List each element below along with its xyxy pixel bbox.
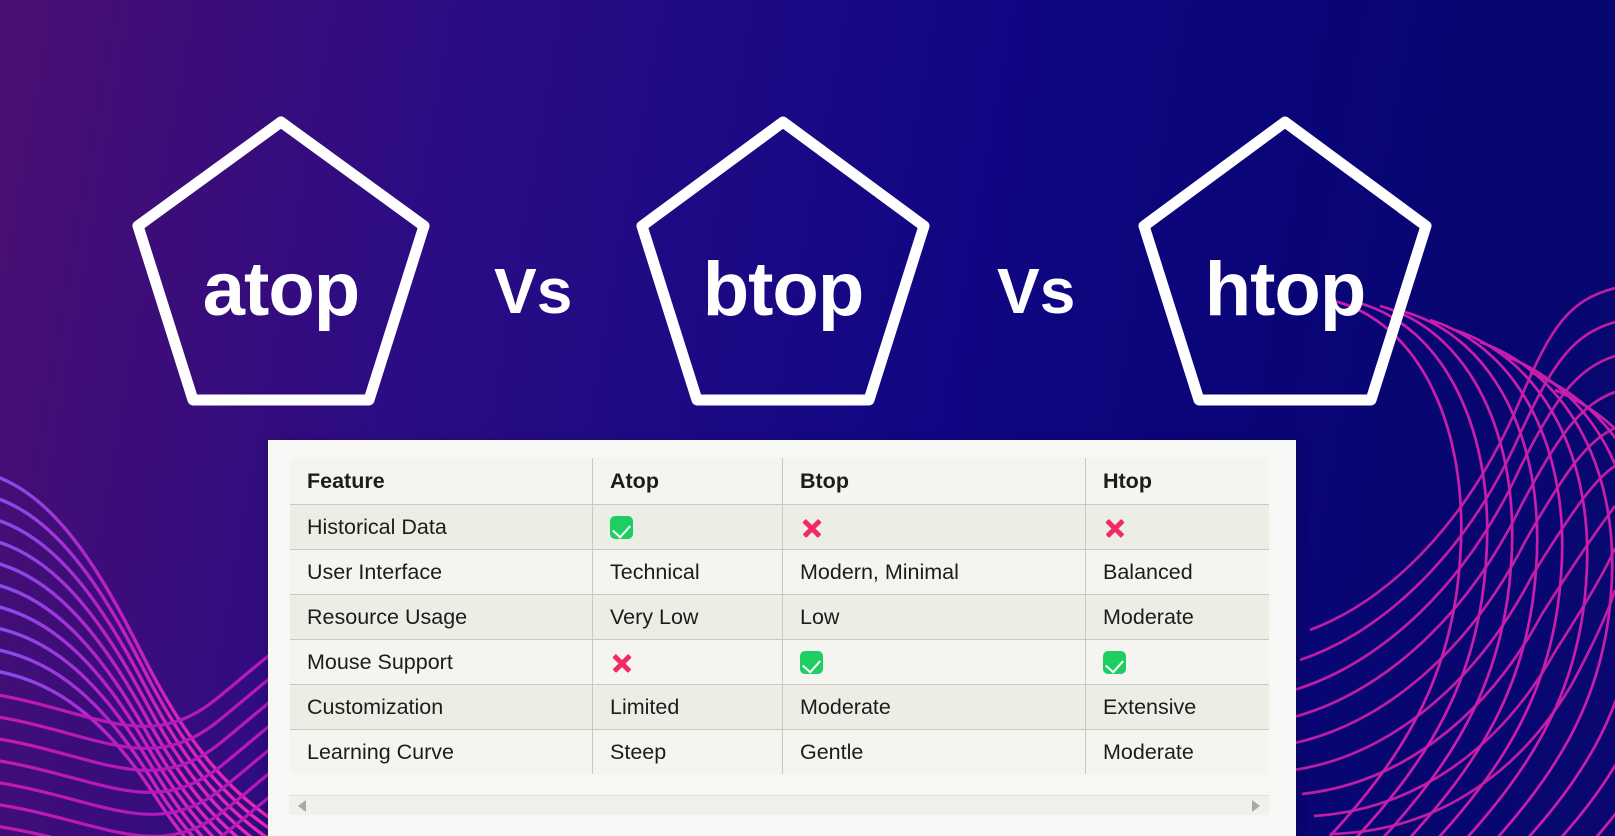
- cell-feature-name: Resource Usage: [290, 594, 593, 640]
- cell-btop: [782, 504, 1086, 550]
- pentagon-card-atop: atop: [128, 112, 434, 410]
- cell-atop: Technical: [592, 549, 783, 595]
- cell-atop: [592, 504, 783, 550]
- table-row: User Interface Technical Modern, Minimal Ba…: [290, 549, 1269, 595]
- cell-btop: Gentle: [782, 729, 1086, 774]
- cross-no-icon: [610, 651, 634, 675]
- cell-atop: Steep: [592, 729, 783, 774]
- check-yes-icon: [1103, 651, 1126, 675]
- cell-atop: Limited: [592, 684, 783, 730]
- check-yes-icon: [610, 516, 633, 540]
- cell-feature-name: Historical Data: [290, 504, 593, 550]
- horizontal-scrollbar[interactable]: [289, 795, 1269, 815]
- cell-btop: Modern, Minimal: [782, 549, 1086, 595]
- col-header-atop[interactable]: Atop: [592, 458, 783, 505]
- scroll-left-arrow-icon[interactable]: [298, 799, 306, 812]
- table-header-row: Feature Atop Btop Htop: [290, 458, 1269, 505]
- scrollbar-track[interactable]: [306, 796, 1252, 816]
- cell-feature-name: User Interface: [290, 549, 593, 595]
- comparison-table: Feature Atop Btop Htop Historical Data Us…: [289, 457, 1270, 775]
- cell-atop: Very Low: [592, 594, 783, 640]
- vs-separator-2: Vs: [997, 255, 1076, 327]
- cell-btop: Low: [782, 594, 1086, 640]
- table-row: Historical Data: [290, 504, 1269, 550]
- pentagon-card-htop: htop: [1134, 112, 1436, 410]
- pentagon-icon: [1138, 116, 1432, 406]
- pentagon-icon: [636, 116, 930, 406]
- cell-htop: Moderate: [1085, 729, 1269, 774]
- cell-htop: Balanced: [1085, 549, 1269, 595]
- cell-feature-name: Mouse Support: [290, 639, 593, 685]
- check-yes-icon: [800, 651, 823, 675]
- table-row: Mouse Support: [290, 639, 1269, 685]
- hero-section: atop Vs btop Vs htop: [0, 112, 1615, 442]
- table-body: Historical Data User Interface Technical Mo…: [290, 504, 1269, 774]
- cell-htop: [1085, 639, 1269, 685]
- table-row: Resource Usage Very Low Low Moderate: [290, 594, 1269, 640]
- cell-htop: Moderate: [1085, 594, 1269, 640]
- comparison-table-panel: Feature Atop Btop Htop Historical Data Us…: [268, 440, 1296, 836]
- pentagon-label-btop: btop: [702, 247, 865, 332]
- pentagon-card-btop: btop: [632, 112, 934, 410]
- cell-btop: [782, 639, 1086, 685]
- col-header-htop[interactable]: Htop: [1085, 458, 1269, 505]
- table-scroll-viewport[interactable]: Feature Atop Btop Htop Historical Data Us…: [289, 457, 1270, 787]
- col-header-btop[interactable]: Btop: [782, 458, 1086, 505]
- scroll-right-arrow-icon[interactable]: [1252, 799, 1260, 812]
- cell-feature-name: Customization: [290, 684, 593, 730]
- cell-feature-name: Learning Curve: [290, 729, 593, 774]
- cell-btop: Moderate: [782, 684, 1086, 730]
- table-row: Learning Curve Steep Gentle Moderate: [290, 729, 1269, 774]
- cross-no-icon: [800, 516, 824, 540]
- cell-htop: Extensive: [1085, 684, 1269, 730]
- vs-separator-1: Vs: [494, 255, 573, 327]
- col-header-feature[interactable]: Feature: [290, 458, 593, 505]
- cross-no-icon: [1103, 516, 1127, 540]
- cell-htop: [1085, 504, 1269, 550]
- table-row: Customization Limited Moderate Extensive: [290, 684, 1269, 730]
- cell-atop: [592, 639, 783, 685]
- pentagon-label-atop: atop: [202, 247, 360, 332]
- pentagon-label-htop: htop: [1204, 247, 1367, 332]
- pentagon-icon: [132, 116, 430, 406]
